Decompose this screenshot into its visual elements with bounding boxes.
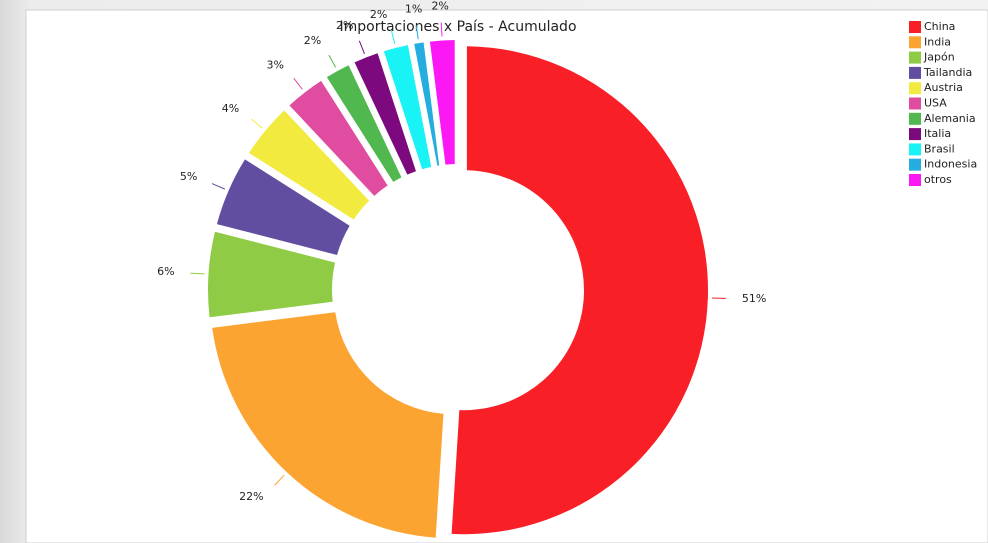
slice bbox=[248, 110, 370, 220]
leader-line bbox=[251, 118, 263, 129]
legend-swatch bbox=[909, 128, 921, 141]
legend-swatch bbox=[909, 21, 921, 33]
legend-swatch bbox=[909, 66, 921, 79]
legend-label: China bbox=[924, 20, 955, 33]
legend-label: Japón bbox=[923, 51, 955, 64]
legend-label: Tailandia bbox=[923, 66, 972, 79]
leader-line bbox=[190, 272, 205, 275]
data-label: 6% bbox=[157, 265, 174, 278]
chart-title: Importaciones x País - Acumulado bbox=[339, 19, 576, 35]
leader-line bbox=[390, 30, 396, 45]
slice bbox=[429, 40, 455, 165]
data-label: 51% bbox=[742, 292, 766, 305]
slice bbox=[383, 45, 432, 170]
data-label: 2% bbox=[431, 0, 448, 13]
leader-line bbox=[274, 474, 285, 486]
data-label: 5% bbox=[180, 170, 197, 183]
legend-swatch bbox=[909, 36, 921, 49]
slice bbox=[208, 231, 336, 318]
legend-swatch bbox=[909, 174, 921, 186]
legend-label: Austria bbox=[924, 81, 963, 94]
data-label: 2% bbox=[370, 8, 387, 21]
legend-swatch bbox=[909, 112, 921, 125]
leader-line bbox=[415, 25, 419, 40]
leader-line bbox=[328, 54, 337, 68]
leader-line bbox=[293, 77, 303, 90]
slice bbox=[354, 53, 416, 175]
legend-label: USA bbox=[924, 97, 947, 110]
legend-swatch bbox=[909, 97, 921, 110]
leader-line bbox=[211, 183, 226, 190]
legend-label: India bbox=[924, 35, 951, 48]
slice bbox=[326, 65, 402, 182]
legend-label: otros bbox=[924, 173, 952, 186]
slice bbox=[289, 80, 388, 196]
legend-label: Indonesia bbox=[924, 158, 977, 171]
slice bbox=[216, 159, 350, 255]
leader-line bbox=[440, 22, 443, 37]
legend-swatch bbox=[909, 158, 921, 171]
legend-label: Brasil bbox=[924, 142, 955, 155]
data-label: 4% bbox=[222, 102, 239, 115]
data-label: 22% bbox=[239, 490, 263, 503]
legend-label: Italia bbox=[924, 127, 951, 140]
slice bbox=[212, 312, 444, 538]
leader-line bbox=[358, 40, 365, 55]
legend-swatch bbox=[909, 143, 921, 156]
data-label: 1% bbox=[405, 2, 422, 15]
legend-label: Alemania bbox=[924, 112, 976, 125]
data-label: 2% bbox=[304, 34, 321, 47]
data-label: 2% bbox=[336, 19, 353, 32]
legend-swatch bbox=[909, 82, 921, 95]
slice bbox=[451, 46, 708, 535]
data-label: 3% bbox=[266, 59, 283, 72]
slice bbox=[414, 42, 440, 166]
legend-swatch bbox=[909, 51, 921, 64]
